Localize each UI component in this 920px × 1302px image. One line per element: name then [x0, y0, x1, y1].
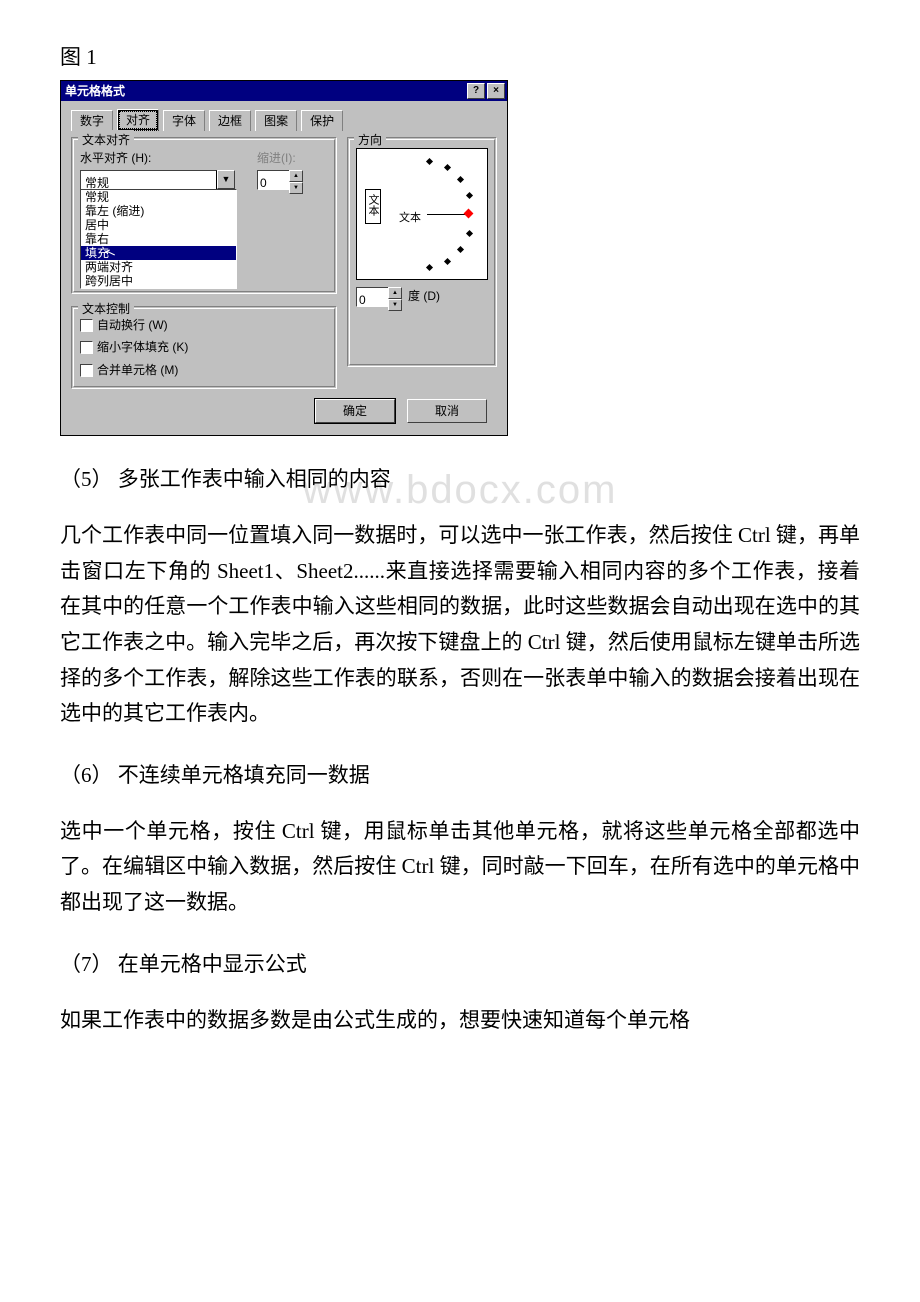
- list-item[interactable]: 居中: [81, 218, 236, 232]
- tab-strip: 数字 对齐 字体 边框 图案 保护: [71, 109, 497, 131]
- tab-alignment[interactable]: 对齐: [117, 109, 159, 131]
- indent-value[interactable]: 0: [257, 170, 289, 190]
- tab-font[interactable]: 字体: [163, 110, 205, 131]
- section-5-heading: www.bdocx.com （5） 多张工作表中输入相同的内容: [60, 462, 860, 498]
- tab-pattern[interactable]: 图案: [255, 110, 297, 131]
- dial-line: [427, 214, 465, 215]
- checkbox-icon: [80, 319, 93, 332]
- degrees-label: 度 (D): [408, 286, 440, 306]
- indent-label: 缩进(I):: [257, 148, 303, 168]
- dial-dot-icon: [466, 192, 473, 199]
- text-control-group-label: 文本控制: [78, 299, 134, 319]
- degrees-spinner[interactable]: 0 ▲ ▼: [356, 287, 402, 305]
- checkbox-icon: [80, 364, 93, 377]
- vertical-text-button[interactable]: 文本: [365, 189, 381, 224]
- combo-dropdown-button[interactable]: ▼: [217, 170, 235, 189]
- cancel-button[interactable]: 取消: [407, 399, 487, 423]
- titlebar: 单元格格式 ? ×: [61, 81, 507, 101]
- dial-dot-icon: [444, 258, 451, 265]
- shrink-fit-checkbox[interactable]: 缩小字体填充 (K): [80, 337, 328, 357]
- text-control-group: 文本控制 自动换行 (W) 缩小字体填充 (K) 合并单元格 (M): [71, 306, 337, 389]
- dial-dot-icon: [426, 158, 433, 165]
- section-5-paragraph: 几个工作表中同一位置填入同一数据时，可以选中一张工作表，然后按住 Ctrl 键，…: [60, 518, 860, 732]
- spin-down-icon[interactable]: ▼: [388, 299, 402, 311]
- tab-protection[interactable]: 保护: [301, 110, 343, 131]
- vertical-text-label: 文本: [367, 194, 379, 216]
- section-6-heading: （6） 不连续单元格填充同一数据: [60, 758, 860, 794]
- help-button[interactable]: ?: [467, 83, 485, 99]
- shrink-fit-label: 缩小字体填充 (K): [97, 337, 188, 357]
- degrees-value[interactable]: 0: [356, 287, 388, 307]
- h-align-label: 水平对齐 (H):: [80, 148, 237, 168]
- section-7-heading: （7） 在单元格中显示公式: [60, 947, 860, 983]
- tab-border[interactable]: 边框: [209, 110, 251, 131]
- spin-up-icon[interactable]: ▲: [388, 287, 402, 299]
- list-item[interactable]: 跨列居中: [81, 274, 236, 288]
- spin-up-icon[interactable]: ▲: [289, 170, 303, 182]
- figure-label: 图 1: [60, 40, 860, 76]
- dial-dot-icon: [426, 264, 433, 271]
- dial-dot-icon: [457, 246, 464, 253]
- list-item[interactable]: 靠右: [81, 232, 236, 246]
- merge-cells-label: 合并单元格 (M): [97, 360, 178, 380]
- spin-down-icon[interactable]: ▼: [289, 182, 303, 194]
- list-item[interactable]: 常规: [81, 190, 236, 204]
- h-align-value: 常规: [80, 170, 217, 189]
- heading-text: （5） 多张工作表中输入相同的内容: [60, 467, 391, 491]
- dialog-title: 单元格格式: [65, 81, 125, 101]
- ok-button[interactable]: 确定: [315, 399, 395, 423]
- orientation-dial[interactable]: 文本 文本: [356, 148, 488, 280]
- orientation-group: 方向 文本 文本: [347, 137, 497, 367]
- dial-dot-icon: [466, 230, 473, 237]
- h-align-listbox[interactable]: 常规 靠左 (缩进) 居中 靠右 填充 ↖ 两端对齐 跨列居中: [80, 189, 237, 289]
- dial-dot-icon: [444, 164, 451, 171]
- dial-pointer-icon[interactable]: [464, 208, 474, 218]
- close-button[interactable]: ×: [487, 83, 505, 99]
- h-align-combo[interactable]: 常规 ▼: [80, 170, 235, 189]
- merge-cells-checkbox[interactable]: 合并单元格 (M): [80, 360, 328, 380]
- list-item-selected[interactable]: 填充 ↖: [81, 246, 236, 260]
- section-7-paragraph: 如果工作表中的数据多数是由公式生成的，想要快速知道每个单元格: [60, 1003, 860, 1039]
- section-6-paragraph: 选中一个单元格，按住 Ctrl 键，用鼠标单击其他单元格，就将这些单元格全部都选…: [60, 814, 860, 921]
- indent-spinner[interactable]: 0 ▲ ▼: [257, 170, 303, 188]
- list-item[interactable]: 靠左 (缩进): [81, 204, 236, 218]
- text-align-group-label: 文本对齐: [78, 130, 134, 150]
- tab-number[interactable]: 数字: [71, 110, 113, 131]
- text-align-group: 文本对齐 水平对齐 (H): 常规 ▼ 常规 靠左 (缩进) 居中: [71, 137, 337, 294]
- checkbox-icon: [80, 341, 93, 354]
- dial-text-label: 文本: [399, 209, 421, 228]
- dial-dot-icon: [457, 176, 464, 183]
- list-item[interactable]: 两端对齐: [81, 260, 236, 274]
- format-cells-dialog: 单元格格式 ? × 数字 对齐 字体 边框 图案 保护 文本对齐 水平对齐 (H…: [60, 80, 508, 437]
